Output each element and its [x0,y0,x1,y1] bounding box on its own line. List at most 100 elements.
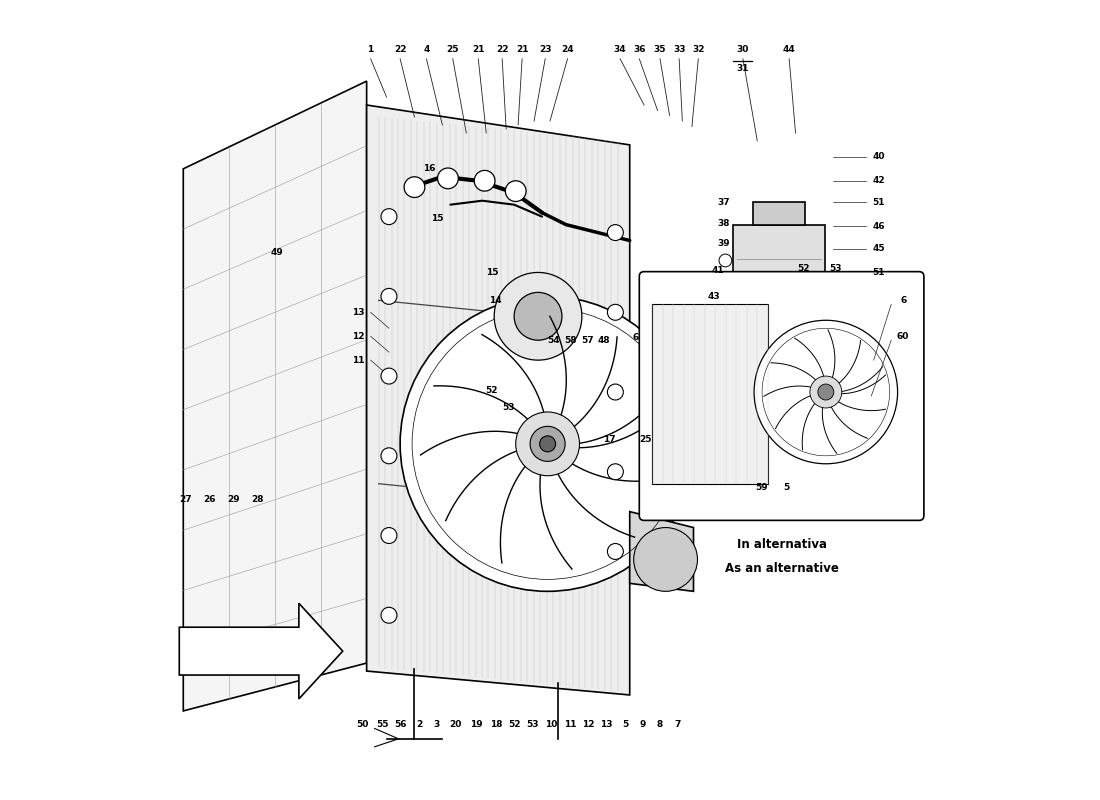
Text: 5: 5 [783,483,789,492]
Circle shape [530,426,565,462]
Circle shape [607,384,624,400]
Text: 6: 6 [632,334,639,342]
Circle shape [381,527,397,543]
Text: 12: 12 [582,720,594,729]
Circle shape [810,376,842,408]
Text: 15: 15 [430,214,443,222]
Circle shape [719,294,732,306]
Text: 3: 3 [433,720,440,729]
Text: 1: 1 [367,45,374,54]
Bar [652,304,768,484]
Text: 42: 42 [872,176,884,186]
Bar [754,202,805,225]
Text: 17: 17 [604,435,616,444]
Text: 34: 34 [614,45,627,54]
Text: 51: 51 [872,198,884,206]
Text: eurospares: eurospares [498,395,761,437]
Text: 45: 45 [872,244,884,253]
Circle shape [719,314,732,326]
Text: 25: 25 [447,45,459,54]
Circle shape [494,273,582,360]
FancyBboxPatch shape [639,272,924,520]
Circle shape [474,170,495,191]
Circle shape [404,177,425,198]
Text: 52: 52 [508,720,521,729]
Text: 46: 46 [700,435,712,444]
Text: 25: 25 [639,435,652,444]
Text: 30: 30 [737,45,749,54]
Circle shape [634,527,697,591]
Text: 6: 6 [900,296,906,305]
Text: 4: 4 [424,45,430,54]
Text: 39: 39 [717,239,730,248]
Text: 32: 32 [692,45,704,54]
Polygon shape [179,603,343,699]
Circle shape [607,464,624,480]
Circle shape [607,304,624,320]
Text: 60: 60 [896,332,910,341]
Text: 38: 38 [717,218,730,227]
Polygon shape [629,512,693,591]
Text: 21: 21 [516,45,528,54]
Text: 13: 13 [352,308,365,317]
Text: 33: 33 [673,45,685,54]
Text: 27: 27 [179,495,192,504]
Text: 53: 53 [526,720,539,729]
Circle shape [381,368,397,384]
Text: 35: 35 [653,45,667,54]
Circle shape [400,296,695,591]
Text: 16: 16 [422,164,436,174]
Circle shape [607,543,624,559]
Text: As an alternative: As an alternative [725,562,838,575]
Circle shape [607,225,624,241]
Text: 12: 12 [352,332,365,341]
Circle shape [505,181,526,202]
Text: 55: 55 [376,720,388,729]
Text: 24: 24 [561,45,574,54]
Text: eurospares: eurospares [195,395,459,437]
Circle shape [540,436,556,452]
Circle shape [719,274,732,286]
Text: 22: 22 [496,45,508,54]
Circle shape [381,288,397,304]
Circle shape [755,320,898,464]
Text: 26: 26 [204,495,216,504]
Text: 18: 18 [490,720,502,729]
Text: 8: 8 [657,720,663,729]
Text: 50: 50 [356,720,369,729]
Text: 43: 43 [707,292,719,301]
Text: 48: 48 [598,336,611,345]
Text: In alternativa: In alternativa [737,538,826,551]
Text: 44: 44 [783,45,795,54]
Circle shape [381,607,397,623]
Bar [734,225,825,328]
Circle shape [719,254,732,267]
Text: 41: 41 [711,266,724,275]
Circle shape [381,448,397,464]
Text: 47: 47 [673,435,685,444]
Text: 40: 40 [872,152,884,162]
Text: 5: 5 [621,720,628,729]
Text: 36: 36 [632,45,646,54]
Text: 23: 23 [539,45,551,54]
Circle shape [438,168,459,189]
Circle shape [645,434,679,470]
Text: 52: 52 [798,264,810,273]
Text: 7: 7 [674,720,681,729]
Text: 53: 53 [829,264,842,273]
Text: 21: 21 [472,45,484,54]
Text: 20: 20 [450,720,462,729]
Text: 19: 19 [470,720,482,729]
Text: 49: 49 [271,248,284,257]
Text: 11: 11 [563,720,576,729]
Text: 15: 15 [486,268,499,277]
Text: 9: 9 [639,720,646,729]
Text: 14: 14 [490,296,502,305]
Text: 52: 52 [485,386,498,395]
Text: 59: 59 [756,483,769,492]
Text: 22: 22 [394,45,406,54]
Text: 58: 58 [564,336,578,345]
Text: 2: 2 [416,720,422,729]
Polygon shape [366,105,629,695]
Text: 10: 10 [546,720,558,729]
